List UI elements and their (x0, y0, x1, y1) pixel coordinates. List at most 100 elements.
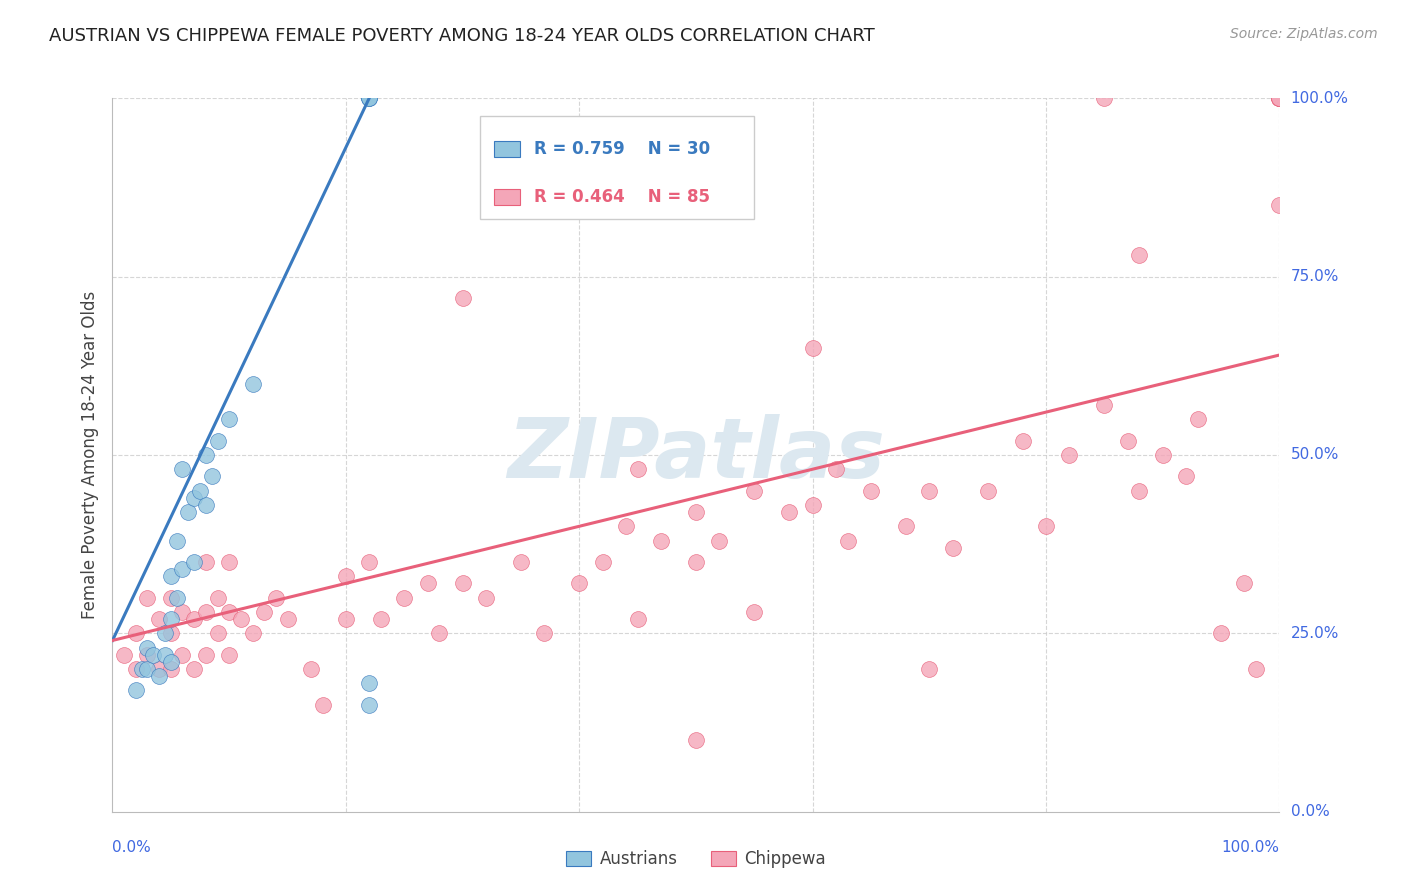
Point (166, 591, 188, 605)
Point (976, 483, 998, 498)
Point (859, 483, 883, 498)
Point (627, 612, 650, 626)
Text: 100.0%: 100.0% (1222, 840, 1279, 855)
Text: 50.0%: 50.0% (1291, 448, 1339, 462)
Point (568, 576, 591, 591)
Point (1244, 662, 1267, 676)
Point (160, 591, 183, 605)
Point (218, 555, 240, 569)
Point (509, 555, 531, 569)
Point (194, 498, 217, 512)
Point (1268, 91, 1291, 105)
Point (427, 626, 450, 640)
Point (533, 626, 555, 640)
Point (188, 483, 211, 498)
Point (125, 683, 148, 698)
Point (778, 505, 800, 519)
Point (1268, 91, 1291, 105)
Point (475, 591, 498, 605)
Point (614, 519, 637, 533)
Point (131, 662, 153, 676)
Point (142, 648, 165, 662)
Point (160, 612, 183, 626)
Point (1268, 91, 1291, 105)
Text: Source: ZipAtlas.com: Source: ZipAtlas.com (1230, 27, 1378, 41)
Point (160, 569, 183, 583)
Point (218, 648, 240, 662)
Point (1268, 91, 1291, 105)
Point (172, 562, 194, 576)
Point (242, 376, 264, 391)
Point (160, 626, 183, 640)
Point (148, 612, 170, 626)
Point (194, 555, 217, 569)
Point (125, 626, 148, 640)
Point (311, 698, 333, 712)
Point (177, 505, 200, 519)
Point (153, 626, 176, 640)
Text: 0.0%: 0.0% (1291, 805, 1329, 819)
Point (359, 698, 381, 712)
Point (148, 662, 170, 676)
Point (242, 626, 264, 640)
Text: 0.0%: 0.0% (112, 840, 152, 855)
Point (801, 341, 824, 355)
Point (592, 555, 614, 569)
Point (276, 612, 298, 626)
Point (627, 462, 650, 476)
Point (218, 412, 240, 426)
Point (709, 533, 731, 548)
Text: R = 0.464    N = 85: R = 0.464 N = 85 (534, 187, 710, 206)
Point (136, 662, 159, 676)
Y-axis label: Female Poverty Among 18-24 Year Olds: Female Poverty Among 18-24 Year Olds (80, 291, 98, 619)
Point (229, 612, 252, 626)
Point (1011, 434, 1033, 448)
Point (801, 498, 824, 512)
FancyBboxPatch shape (494, 141, 520, 157)
Point (685, 555, 707, 569)
Point (1187, 412, 1209, 426)
Point (335, 569, 357, 583)
Point (825, 462, 848, 476)
Point (136, 591, 159, 605)
Point (416, 576, 439, 591)
Point (392, 591, 416, 605)
Point (160, 655, 183, 669)
Point (1233, 576, 1256, 591)
FancyBboxPatch shape (494, 189, 520, 204)
Point (742, 605, 765, 619)
Point (918, 483, 941, 498)
Point (194, 648, 217, 662)
Point (1268, 91, 1291, 105)
Point (207, 591, 229, 605)
Point (264, 591, 287, 605)
Point (201, 469, 224, 483)
Point (136, 648, 159, 662)
Text: 100.0%: 100.0% (1291, 91, 1348, 105)
Point (172, 605, 194, 619)
Point (359, 91, 381, 105)
Point (451, 291, 474, 305)
Point (183, 662, 205, 676)
Point (183, 612, 205, 626)
Point (172, 462, 194, 476)
Point (359, 555, 381, 569)
Point (359, 91, 381, 105)
Point (370, 612, 392, 626)
Point (172, 648, 194, 662)
Point (148, 669, 170, 683)
Point (335, 612, 357, 626)
Point (1128, 483, 1150, 498)
Point (112, 648, 135, 662)
Point (650, 533, 672, 548)
Text: ZIPatlas: ZIPatlas (508, 415, 884, 495)
Point (194, 448, 217, 462)
Point (1116, 434, 1139, 448)
Text: 75.0%: 75.0% (1291, 269, 1339, 284)
Point (160, 662, 183, 676)
Point (1175, 469, 1198, 483)
Point (1209, 626, 1232, 640)
Point (166, 533, 188, 548)
Point (1128, 248, 1150, 262)
Point (1035, 519, 1057, 533)
